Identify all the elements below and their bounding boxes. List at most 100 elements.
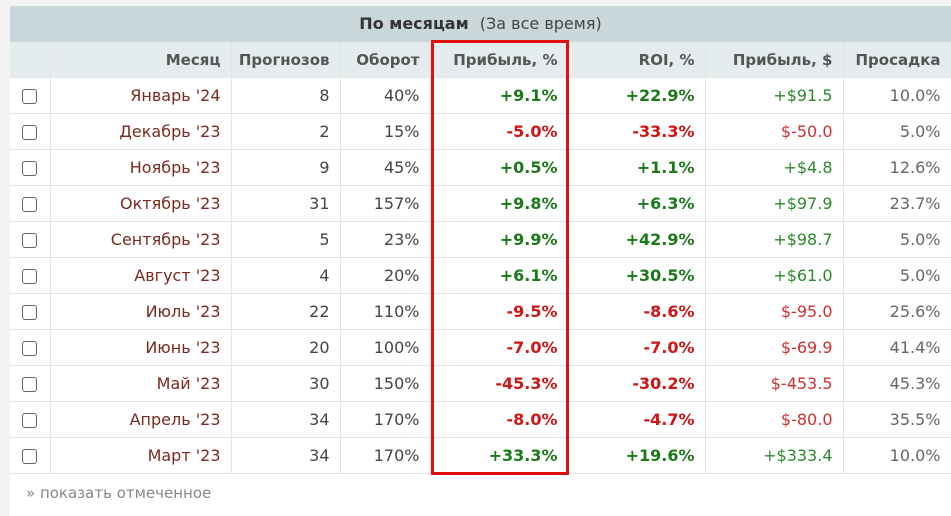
table-row: Январь '24 8 40% +9.1% +22.9% +$91.5 10.0% (10, 77, 951, 114)
cell-profit-pct: +9.9% (430, 221, 569, 258)
cell-turnover: 45% (340, 149, 431, 186)
cell-profit-pct: +9.1% (430, 77, 569, 114)
row-checkbox[interactable] (22, 341, 38, 356)
cell-drawdown: 5.0% (843, 257, 951, 294)
cell-profit-pct: -7.0% (430, 329, 569, 366)
cell-forecasts: 5 (231, 221, 341, 258)
row-checkbox[interactable] (22, 449, 38, 464)
row-select-cell (10, 221, 51, 258)
column-header-drawdown[interactable]: Просадка (843, 42, 951, 78)
cell-roi: -4.7% (568, 401, 706, 438)
cell-month: Июль '23 (50, 293, 232, 330)
cell-profit-pct: +6.1% (430, 257, 569, 294)
row-checkbox[interactable] (22, 269, 38, 284)
cell-profit-usd: +$61.0 (705, 257, 844, 294)
cell-roi: +42.9% (568, 221, 706, 258)
cell-forecasts: 9 (231, 149, 341, 186)
column-header-profit-pct[interactable]: Прибыль, % (430, 42, 569, 78)
row-select-cell (10, 185, 51, 222)
row-select-cell (10, 365, 51, 402)
row-checkbox[interactable] (22, 89, 38, 104)
row-select-cell (10, 149, 51, 186)
column-header-roi[interactable]: ROI, % (568, 42, 706, 78)
cell-forecasts: 31 (231, 185, 341, 222)
monthly-stats-table: Месяц Прогнозов Оборот Прибыль, % ROI, %… (10, 42, 951, 474)
cell-roi: -30.2% (568, 365, 706, 402)
row-checkbox[interactable] (22, 413, 38, 428)
table-row: Сентябрь '23 5 23% +9.9% +42.9% +$98.7 5.0% (10, 221, 951, 258)
column-header-forecasts[interactable]: Прогнозов (231, 42, 341, 78)
column-header-profit-usd[interactable]: Прибыль, $ (705, 42, 844, 78)
cell-roi: +6.3% (568, 185, 706, 222)
cell-forecasts: 34 (231, 437, 341, 474)
column-header-month[interactable]: Месяц (50, 42, 232, 78)
row-checkbox[interactable] (22, 161, 38, 176)
cell-month: Январь '24 (50, 77, 232, 114)
cell-turnover: 170% (340, 437, 431, 474)
cell-forecasts: 30 (231, 365, 341, 402)
cell-drawdown: 12.6% (843, 149, 951, 186)
cell-month: Март '23 (50, 437, 232, 474)
row-checkbox[interactable] (22, 305, 38, 320)
panel-title: По месяцам (359, 14, 469, 33)
cell-month: Октябрь '23 (50, 185, 232, 222)
table-row: Июнь '23 20 100% -7.0% -7.0% $-69.9 41.4% (10, 329, 951, 366)
table-row: Август '23 4 20% +6.1% +30.5% +$61.0 5.0% (10, 257, 951, 294)
row-select-cell (10, 293, 51, 330)
cell-roi: +22.9% (568, 77, 706, 114)
cell-turnover: 23% (340, 221, 431, 258)
row-select-cell (10, 77, 51, 114)
cell-profit-pct: -8.0% (430, 401, 569, 438)
cell-month: Ноябрь '23 (50, 149, 232, 186)
cell-drawdown: 5.0% (843, 221, 951, 258)
row-checkbox[interactable] (22, 125, 38, 140)
column-header-select (10, 42, 51, 78)
cell-roi: +19.6% (568, 437, 706, 474)
cell-turnover: 157% (340, 185, 431, 222)
cell-forecasts: 4 (231, 257, 341, 294)
table-row: Декабрь '23 2 15% -5.0% -33.3% $-50.0 5.0% (10, 113, 951, 150)
row-select-cell (10, 257, 51, 294)
cell-month: Декабрь '23 (50, 113, 232, 150)
column-header-turnover[interactable]: Оборот (340, 42, 431, 78)
row-checkbox[interactable] (22, 197, 38, 212)
cell-profit-pct: +33.3% (430, 437, 569, 474)
cell-profit-usd: $-50.0 (705, 113, 844, 150)
table-body: Январь '24 8 40% +9.1% +22.9% +$91.5 10.0% Дека… (10, 77, 951, 474)
row-select-cell (10, 401, 51, 438)
row-checkbox[interactable] (22, 233, 38, 248)
cell-month: Сентябрь '23 (50, 221, 232, 258)
cell-roi: +1.1% (568, 149, 706, 186)
cell-profit-pct: +9.8% (430, 185, 569, 222)
show-checked-link[interactable]: » показать отмеченное (26, 484, 212, 502)
cell-forecasts: 22 (231, 293, 341, 330)
cell-profit-usd: $-69.9 (705, 329, 844, 366)
table-row: Март '23 34 170% +33.3% +19.6% +$333.4 10.0% (10, 437, 951, 474)
cell-profit-usd: $-453.5 (705, 365, 844, 402)
row-select-cell (10, 329, 51, 366)
row-select-cell (10, 437, 51, 474)
cell-profit-usd: $-80.0 (705, 401, 844, 438)
cell-profit-usd: $-95.0 (705, 293, 844, 330)
row-select-cell (10, 113, 51, 150)
column-header-row: Месяц Прогнозов Оборот Прибыль, % ROI, %… (10, 42, 951, 78)
cell-profit-usd: +$98.7 (705, 221, 844, 258)
cell-drawdown: 25.6% (843, 293, 951, 330)
cell-drawdown: 10.0% (843, 437, 951, 474)
cell-turnover: 110% (340, 293, 431, 330)
cell-drawdown: 41.4% (843, 329, 951, 366)
row-checkbox[interactable] (22, 377, 38, 392)
cell-profit-pct: -45.3% (430, 365, 569, 402)
cell-profit-usd: +$4.8 (705, 149, 844, 186)
table-row: Июль '23 22 110% -9.5% -8.6% $-95.0 25.6% (10, 293, 951, 330)
cell-roi: -33.3% (568, 113, 706, 150)
table-row: Май '23 30 150% -45.3% -30.2% $-453.5 45.3% (10, 365, 951, 402)
table-row: Октябрь '23 31 157% +9.8% +6.3% +$97.9 23.7% (10, 185, 951, 222)
cell-profit-usd: +$91.5 (705, 77, 844, 114)
cell-turnover: 150% (340, 365, 431, 402)
monthly-stats-panel: По месяцам (За все время) Месяц Прогнозо… (10, 6, 951, 516)
panel-subtitle: (За все время) (479, 14, 602, 33)
cell-profit-usd: +$333.4 (705, 437, 844, 474)
cell-turnover: 100% (340, 329, 431, 366)
cell-drawdown: 23.7% (843, 185, 951, 222)
